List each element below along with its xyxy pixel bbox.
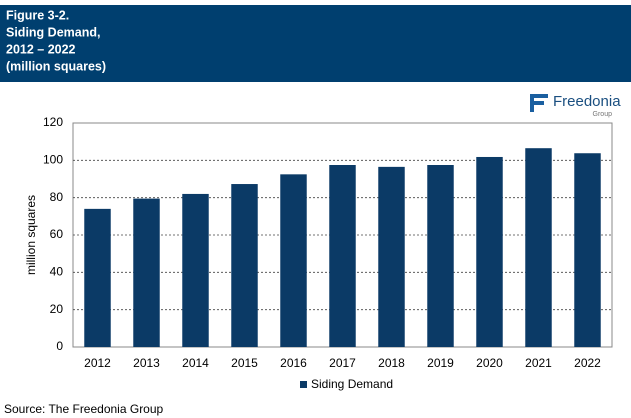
legend-label: Siding Demand <box>311 377 393 391</box>
y-tick-label: 120 <box>43 115 63 129</box>
header-line: Figure 3-2. <box>6 8 69 22</box>
bar <box>329 165 356 347</box>
x-tick-label: 2020 <box>476 356 503 370</box>
bar <box>378 166 405 347</box>
logo-name: Freedonia <box>553 93 621 110</box>
bar <box>231 184 258 347</box>
y-tick-label: 20 <box>50 302 64 316</box>
bar <box>476 156 503 347</box>
header-band <box>0 5 631 82</box>
header-line: Siding Demand, <box>6 25 100 39</box>
bar <box>133 198 160 347</box>
header-line: 2012 – 2022 <box>6 42 76 56</box>
bar <box>182 193 209 347</box>
legend-swatch <box>300 381 307 388</box>
y-tick-label: 100 <box>43 153 63 167</box>
y-tick-label: 60 <box>50 227 64 241</box>
y-tick-label: 40 <box>50 265 64 279</box>
x-tick-label: 2015 <box>231 356 258 370</box>
y-tick-label: 0 <box>56 339 63 353</box>
y-axis-label: million squares <box>24 195 38 275</box>
x-tick-label: 2019 <box>427 356 454 370</box>
bar <box>84 208 111 347</box>
bar <box>427 165 454 347</box>
bar <box>280 174 307 347</box>
x-tick-label: 2013 <box>133 356 160 370</box>
x-tick-label: 2021 <box>525 356 552 370</box>
header-line: (million squares) <box>6 59 106 73</box>
x-tick-label: 2022 <box>574 356 601 370</box>
x-tick-label: 2014 <box>182 356 209 370</box>
logo-sub: Group <box>593 111 613 118</box>
bar <box>525 148 552 347</box>
logo: Freedonia Group <box>530 93 621 118</box>
x-tick-label: 2016 <box>280 356 307 370</box>
bar <box>574 153 601 347</box>
y-tick-label: 80 <box>50 190 64 204</box>
x-tick-label: 2018 <box>378 356 405 370</box>
source: Source: The Freedonia Group <box>4 402 164 416</box>
x-tick-label: 2012 <box>84 356 111 370</box>
x-tick-label: 2017 <box>329 356 356 370</box>
